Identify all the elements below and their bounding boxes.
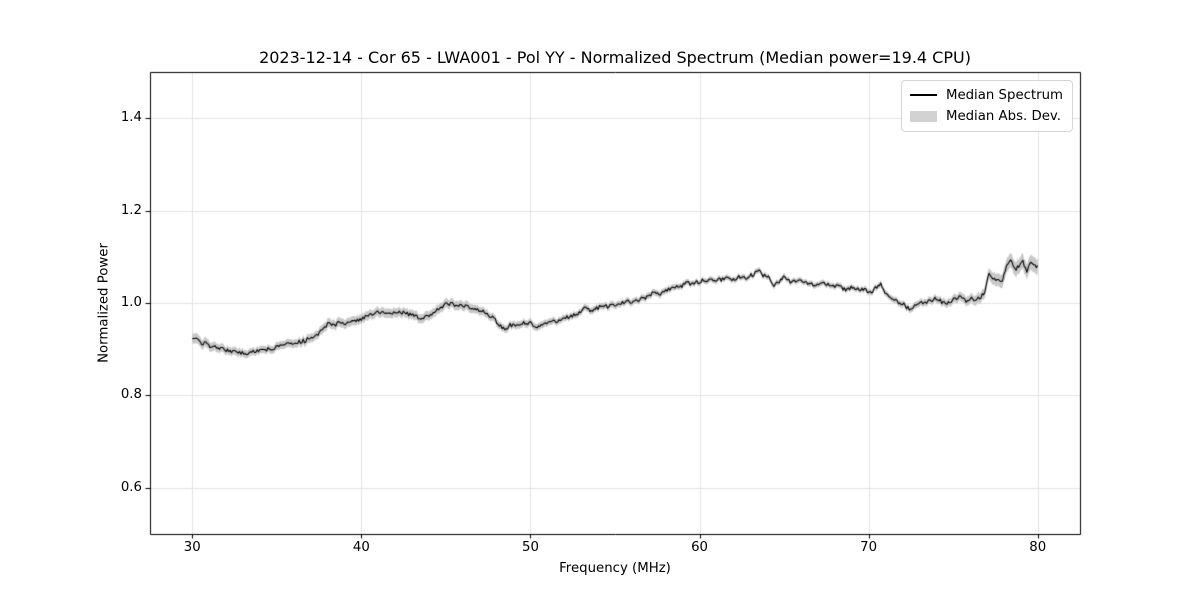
legend: Median Spectrum Median Abs. Dev. — [900, 80, 1073, 132]
y-tick-label: 1.4 — [120, 110, 142, 126]
legend-label: Median Abs. Dev. — [945, 108, 1061, 124]
x-tick-label: 70 — [860, 540, 878, 555]
chart-title: 2023-12-14 - Cor 65 - LWA001 - Pol YY - … — [259, 48, 971, 67]
x-tick-label: 50 — [521, 540, 539, 555]
x-axis-label: Frequency (MHz) — [559, 561, 671, 576]
y-tick-label: 1.0 — [120, 295, 142, 310]
x-tick-label: 80 — [1029, 540, 1047, 555]
x-tick-label: 60 — [691, 540, 708, 555]
y-tick-label: 1.2 — [120, 202, 142, 218]
legend-entry-median-spectrum: Median Spectrum — [909, 86, 1063, 104]
legend-label: Median Spectrum — [945, 87, 1063, 103]
x-tick-label: 40 — [352, 540, 370, 555]
median-spectrum-line-swatch-icon — [909, 94, 937, 96]
legend-entry-median-abs-dev: Median Abs. Dev. — [909, 107, 1063, 125]
median-abs-dev-patch-swatch-icon — [909, 110, 937, 122]
y-tick-label: 0.6 — [120, 479, 142, 495]
y-tick-label: 0.8 — [120, 387, 142, 403]
x-tick-label: 30 — [183, 540, 201, 555]
